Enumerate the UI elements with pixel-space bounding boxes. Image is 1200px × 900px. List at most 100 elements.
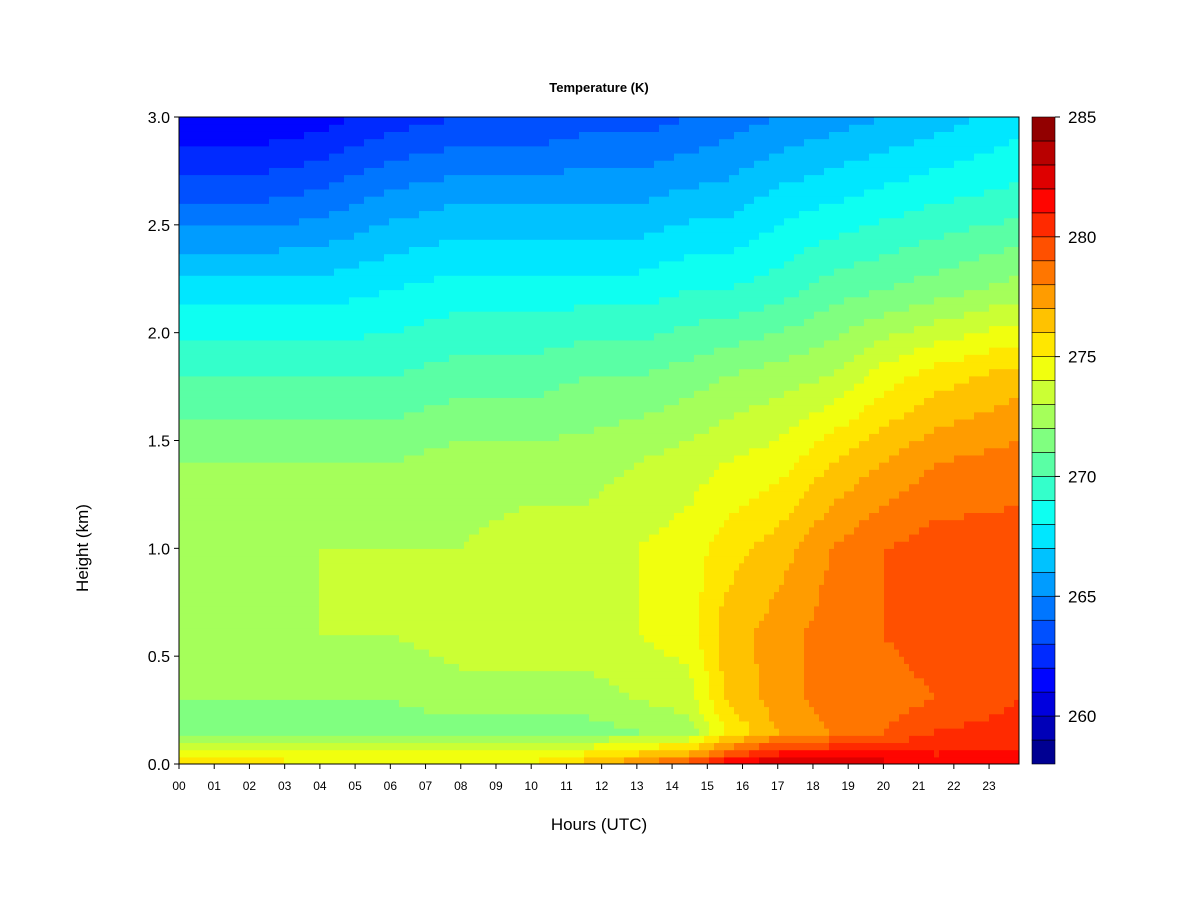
heatmap-cell — [434, 289, 440, 298]
heatmap-cell — [329, 541, 335, 549]
heatmap-cell — [264, 648, 270, 657]
heatmap-cell — [319, 325, 325, 334]
heatmap-cell — [179, 418, 185, 427]
heatmap-cell — [194, 591, 200, 600]
heatmap-cell — [259, 598, 265, 607]
heatmap-cell — [384, 397, 390, 406]
heatmap-cell — [399, 232, 405, 240]
heatmap-cell — [299, 548, 305, 557]
heatmap-cell — [234, 512, 240, 521]
heatmap-cell — [214, 641, 220, 650]
heatmap-cell — [264, 720, 270, 729]
heatmap-cell — [404, 433, 410, 442]
heatmap-cell — [449, 620, 455, 629]
heatmap-cell — [214, 454, 220, 463]
heatmap-cell — [424, 332, 430, 341]
heatmap-cell — [399, 418, 405, 427]
heatmap-cell — [284, 627, 290, 636]
heatmap-cell — [339, 498, 345, 506]
heatmap-cell — [389, 433, 395, 442]
heatmap-cell — [404, 648, 410, 657]
heatmap-cell — [364, 577, 370, 585]
heatmap-cell — [254, 390, 260, 398]
heatmap-cell — [294, 138, 300, 147]
heatmap-cell — [364, 253, 370, 262]
heatmap-cell — [434, 541, 440, 549]
heatmap-cell — [224, 555, 230, 564]
heatmap-cell — [369, 117, 375, 125]
heatmap-cell — [199, 591, 205, 600]
heatmap-cell — [339, 462, 345, 470]
heatmap-cell — [189, 756, 195, 764]
heatmap-cell — [254, 728, 260, 736]
heatmap-cell — [419, 203, 425, 212]
heatmap-cell — [254, 318, 260, 327]
heatmap-cell — [359, 692, 365, 700]
heatmap-cell — [299, 498, 305, 506]
heatmap-cell — [414, 555, 420, 564]
heatmap-cell — [179, 598, 185, 607]
heatmap-cell — [284, 577, 290, 585]
heatmap-cell — [274, 311, 280, 319]
heatmap-cell — [374, 390, 380, 398]
heatmap-cell — [349, 498, 355, 506]
heatmap-cell — [194, 217, 200, 226]
heatmap-cell — [329, 354, 335, 363]
heatmap-cell — [249, 260, 255, 269]
heatmap-cell — [399, 253, 405, 262]
heatmap-cell — [424, 670, 430, 679]
heatmap-cell — [449, 174, 455, 183]
heatmap-cell — [309, 145, 315, 154]
heatmap-cell — [219, 720, 225, 729]
heatmap-cell — [209, 404, 215, 413]
heatmap-cell — [264, 282, 270, 291]
heatmap-cell — [369, 656, 375, 664]
heatmap-cell — [349, 296, 355, 305]
heatmap-cell — [284, 426, 290, 434]
heatmap-cell — [399, 670, 405, 679]
heatmap-cell — [379, 440, 385, 449]
heatmap-cell — [329, 555, 335, 564]
heatmap-cell — [264, 663, 270, 672]
heatmap-cell — [444, 548, 450, 557]
heatmap-cell — [389, 382, 395, 391]
heatmap-cell — [234, 275, 240, 283]
heatmap-cell — [434, 692, 440, 700]
heatmap-cell — [279, 275, 285, 283]
heatmap-cell — [214, 634, 220, 643]
heatmap-cell — [264, 584, 270, 593]
heatmap-cell — [389, 720, 395, 729]
heatmap-cell — [434, 275, 440, 283]
heatmap-cell — [319, 562, 325, 571]
heatmap-cell — [354, 325, 360, 334]
heatmap-cell — [419, 498, 425, 506]
heatmap-cell — [194, 246, 200, 255]
heatmap-cell — [224, 382, 230, 391]
heatmap-cell — [249, 246, 255, 255]
heatmap-cell — [424, 325, 430, 334]
heatmap-cell — [439, 483, 445, 492]
heatmap-cell — [229, 382, 235, 391]
heatmap-cell — [209, 354, 215, 363]
heatmap-cell — [259, 555, 265, 564]
heatmap-cell — [179, 368, 185, 377]
heatmap-cell — [224, 145, 230, 154]
heatmap-cell — [374, 375, 380, 384]
heatmap-cell — [259, 311, 265, 319]
heatmap-cell — [284, 347, 290, 355]
heatmap-cell — [414, 476, 420, 485]
heatmap-cell — [204, 124, 210, 132]
heatmap-cell — [369, 188, 375, 197]
heatmap-cell — [214, 440, 220, 449]
heatmap-cell — [404, 526, 410, 535]
heatmap-cell — [179, 131, 185, 140]
heatmap-cell — [419, 361, 425, 370]
heatmap-cell — [379, 426, 385, 434]
heatmap-cell — [279, 584, 285, 593]
heatmap-cell — [434, 634, 440, 643]
heatmap-cell — [299, 706, 305, 715]
heatmap-cell — [444, 167, 450, 176]
heatmap-cell — [414, 296, 420, 305]
heatmap-cell — [199, 634, 205, 643]
heatmap-cell — [344, 684, 350, 693]
